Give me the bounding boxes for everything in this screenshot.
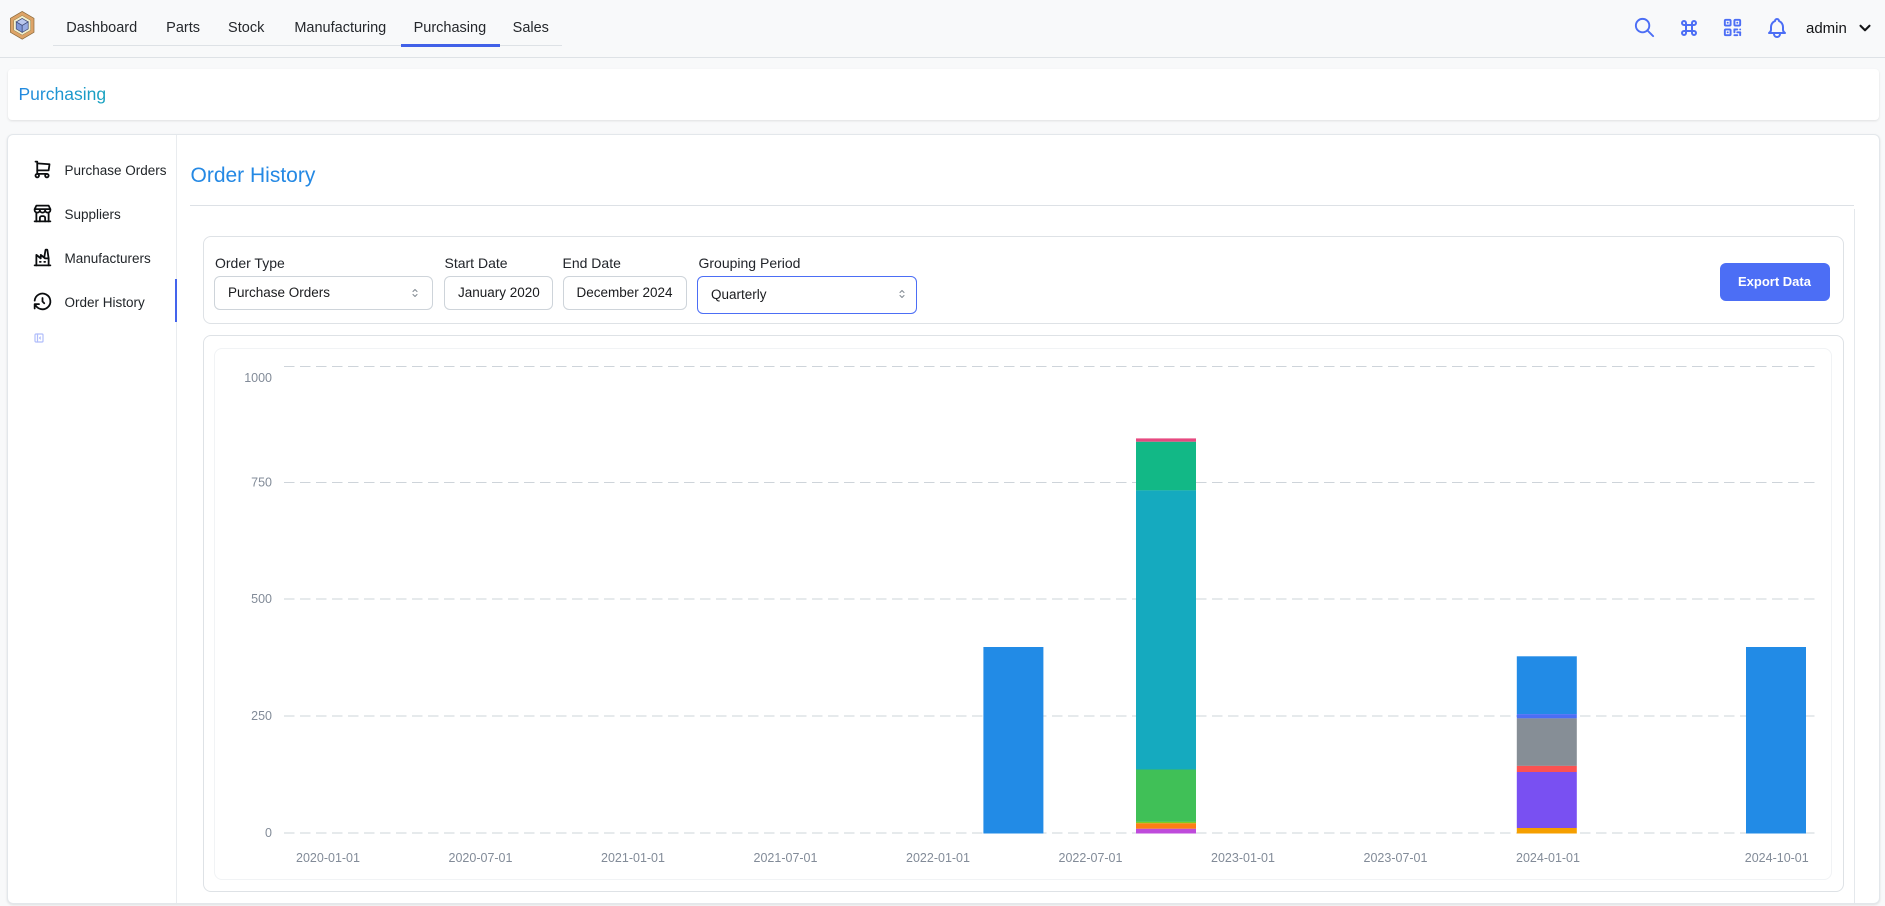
svg-text:2023-07-01: 2023-07-01 — [1364, 851, 1428, 865]
svg-text:1000: 1000 — [244, 371, 272, 385]
svg-text:0: 0 — [265, 826, 272, 840]
svg-text:2020-07-01: 2020-07-01 — [449, 851, 513, 865]
svg-text:2024-01-01: 2024-01-01 — [1516, 851, 1580, 865]
svg-text:750: 750 — [251, 476, 272, 490]
svg-text:2024-10-01: 2024-10-01 — [1745, 851, 1809, 865]
svg-text:500: 500 — [251, 592, 272, 606]
svg-text:2020-01-01: 2020-01-01 — [296, 851, 360, 865]
svg-text:250: 250 — [251, 709, 272, 723]
svg-text:2023-01-01: 2023-01-01 — [1211, 851, 1275, 865]
svg-text:2021-01-01: 2021-01-01 — [601, 851, 665, 865]
svg-text:2021-07-01: 2021-07-01 — [754, 851, 818, 865]
svg-text:2022-01-01: 2022-01-01 — [906, 851, 970, 865]
svg-text:2022-07-01: 2022-07-01 — [1059, 851, 1123, 865]
